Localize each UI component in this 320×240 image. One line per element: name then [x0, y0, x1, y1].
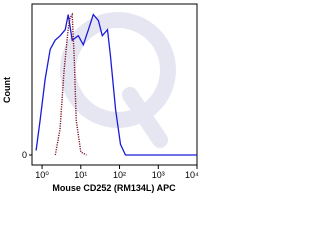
- x-tick-label: 10⁰: [35, 170, 49, 180]
- watermark: [60, 12, 176, 148]
- x-tick-label: 10²: [113, 170, 126, 180]
- x-tick-label: 10¹: [74, 170, 87, 180]
- histogram-curve: [35, 13, 197, 156]
- y-axis-label: Count: [2, 77, 12, 103]
- y-tick-label: 0: [22, 150, 27, 160]
- plot-frame: [31, 3, 198, 166]
- x-tick-label: 10⁴: [185, 170, 199, 180]
- x-tick-label: 10³: [152, 170, 165, 180]
- histogram-curve: [54, 12, 87, 156]
- chart: Count Mouse CD252 (RM134L) APC 10⁰ 10¹ 10²…: [2, 3, 199, 193]
- x-axis-label: Mouse CD252 (RM134L) APC: [52, 183, 176, 193]
